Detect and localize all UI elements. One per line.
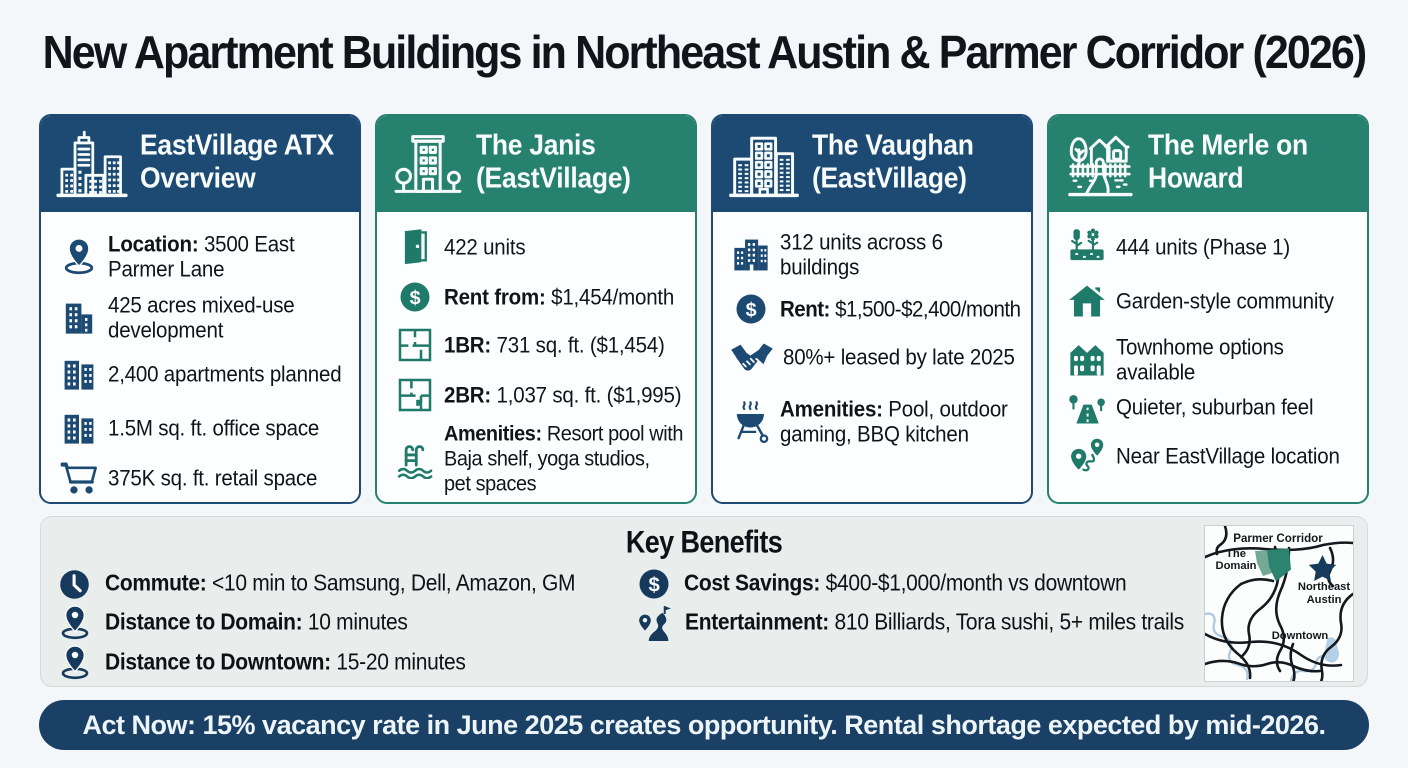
svg-text:$: $ [745, 299, 756, 321]
svg-text:Domain: Domain [1215, 560, 1256, 572]
svg-text:Austin: Austin [1307, 594, 1342, 606]
svg-text:Downtown: Downtown [1272, 630, 1329, 642]
svg-text:$: $ [648, 574, 659, 596]
svg-text:The: The [1226, 548, 1246, 560]
svg-text:$: $ [409, 287, 420, 309]
svg-text:Parmer Corridor: Parmer Corridor [1233, 532, 1323, 545]
svg-text:Northeast: Northeast [1298, 581, 1350, 593]
